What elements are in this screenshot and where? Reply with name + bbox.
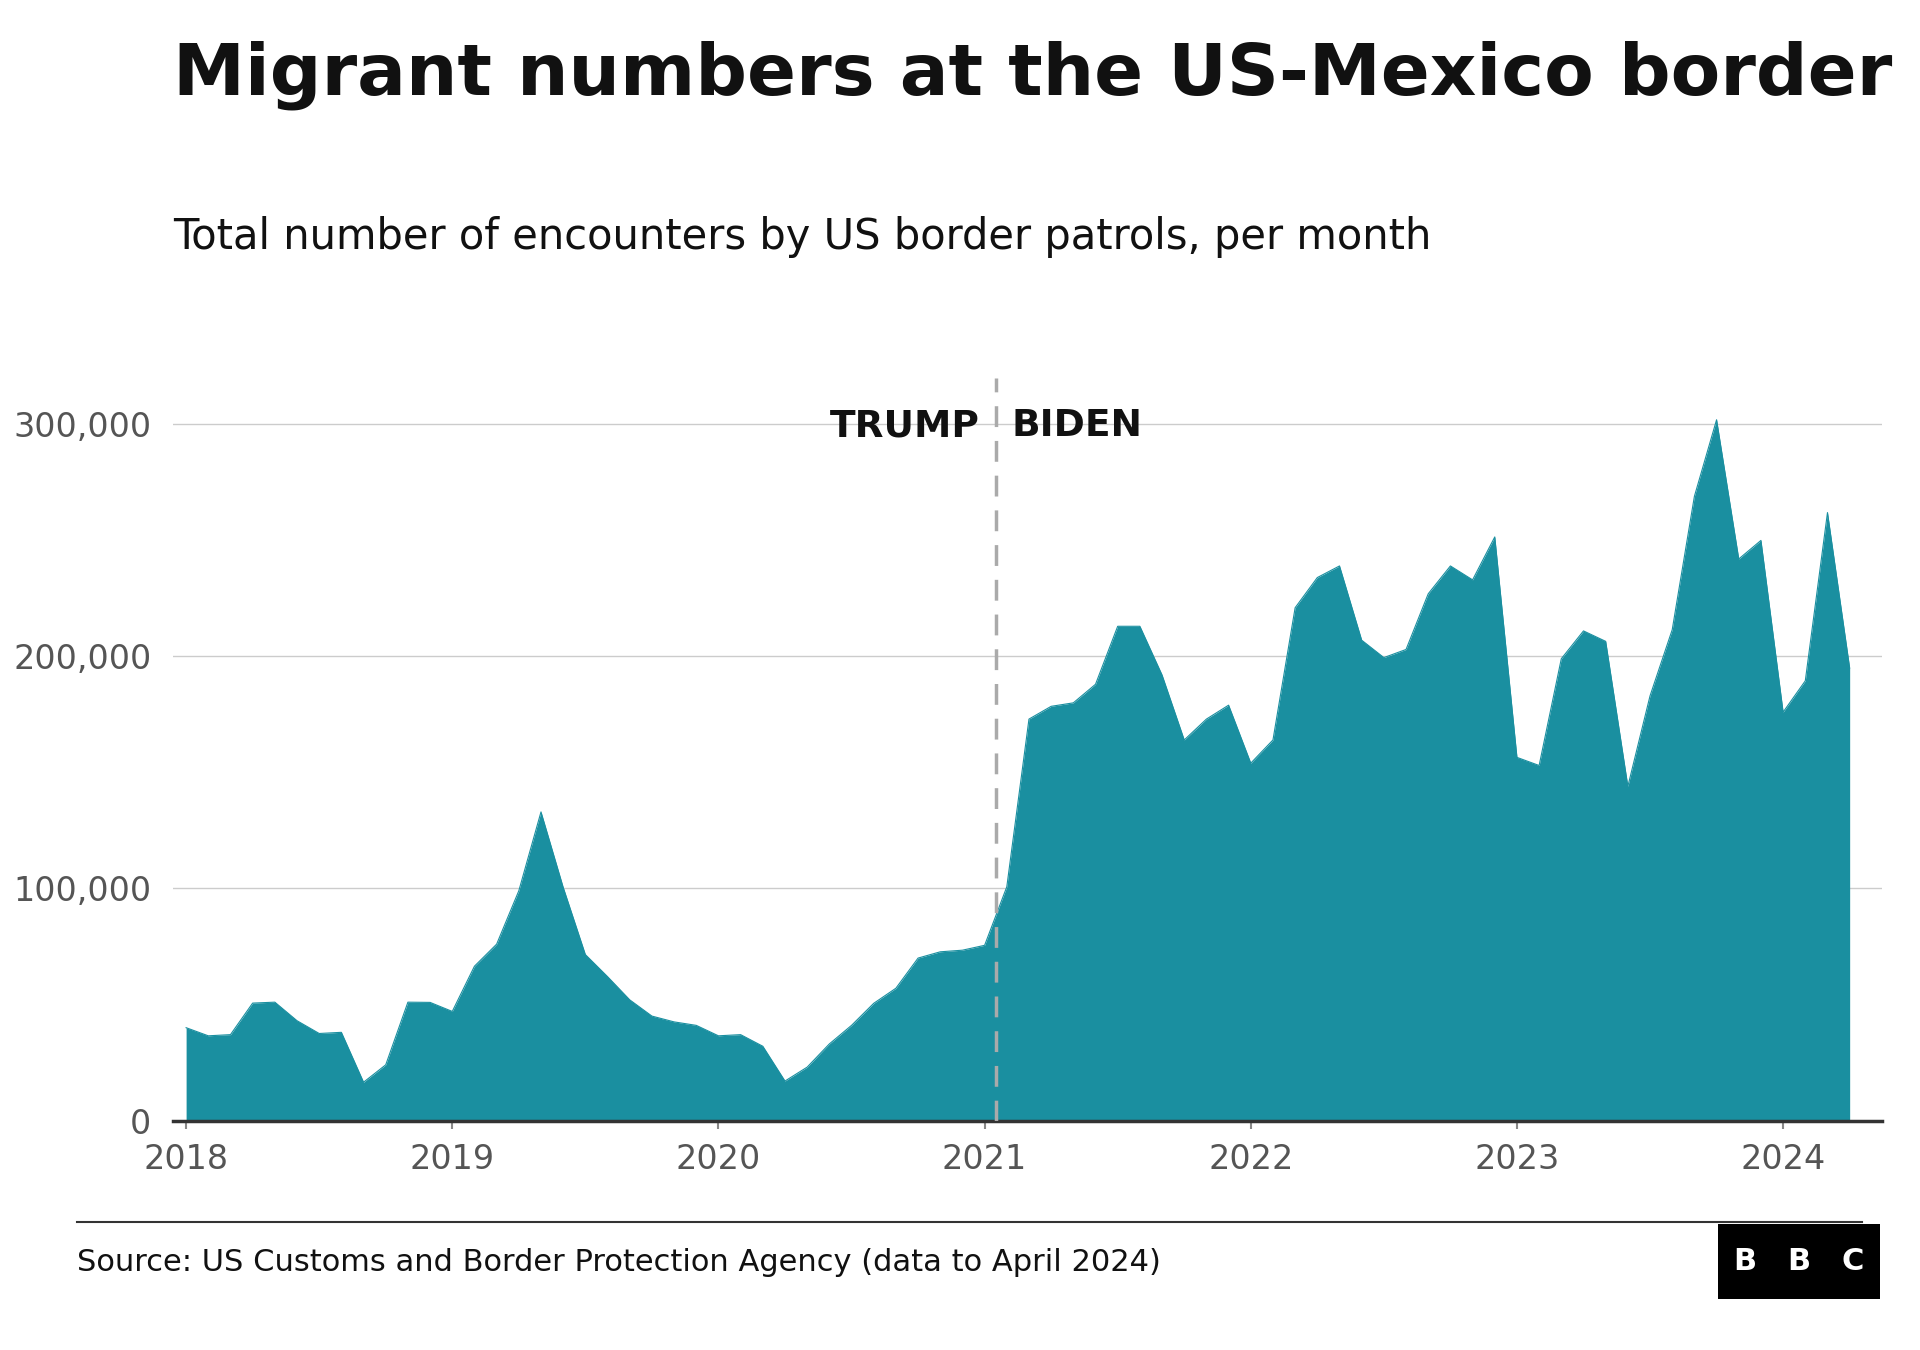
Text: B: B xyxy=(1734,1247,1757,1276)
Text: TRUMP: TRUMP xyxy=(829,408,979,444)
Text: Source: US Customs and Border Protection Agency (data to April 2024): Source: US Customs and Border Protection… xyxy=(77,1247,1162,1277)
Text: C: C xyxy=(1841,1247,1864,1276)
Text: B: B xyxy=(1788,1247,1811,1276)
Text: Total number of encounters by US border patrols, per month: Total number of encounters by US border … xyxy=(173,216,1430,258)
Text: BIDEN: BIDEN xyxy=(1012,408,1142,444)
Text: Migrant numbers at the US-Mexico border: Migrant numbers at the US-Mexico border xyxy=(173,40,1891,109)
